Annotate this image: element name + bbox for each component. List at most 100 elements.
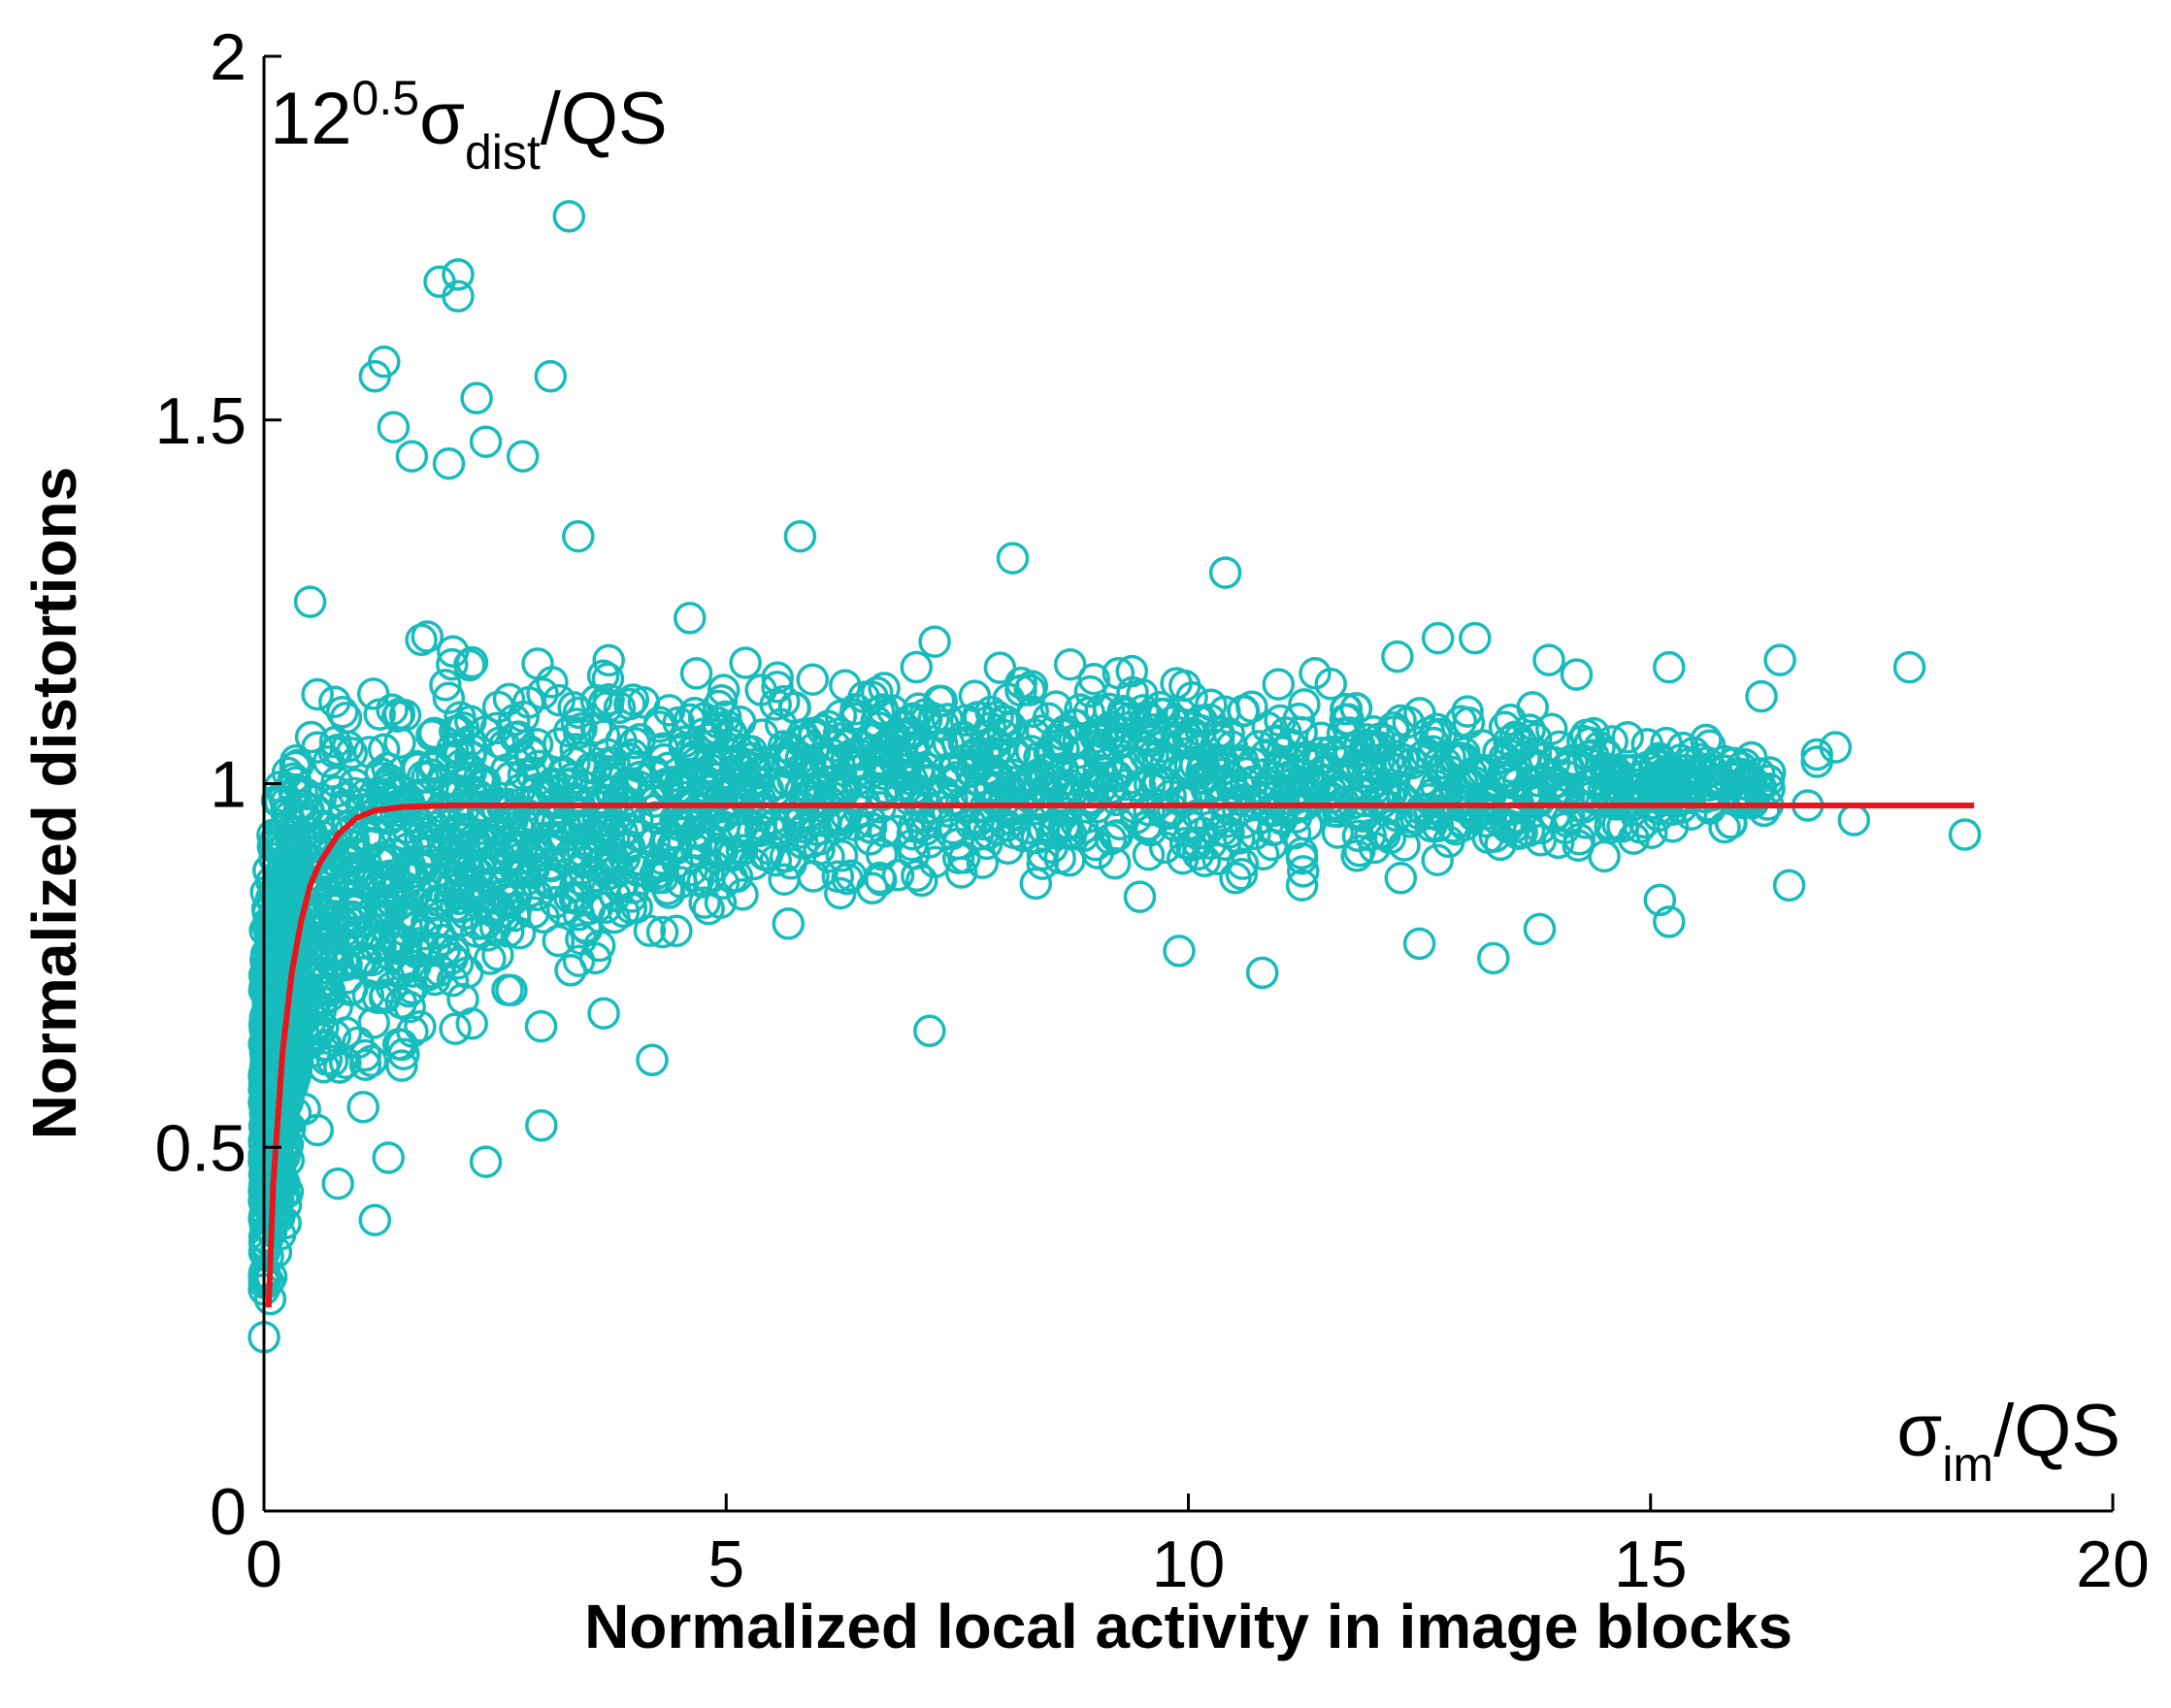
scatter-point (380, 700, 414, 733)
scatter-point (1551, 782, 1585, 815)
scatter-point (415, 718, 448, 752)
scatter-point (277, 762, 311, 796)
scatter-point (1524, 824, 1558, 857)
scatter-point (860, 675, 894, 709)
scatter-point (866, 778, 899, 812)
scatter-point (912, 826, 946, 859)
scatter-point (470, 907, 503, 940)
scatter-point (575, 751, 608, 785)
scatter-point (1588, 839, 1621, 873)
scatter-point (312, 877, 345, 911)
scatter-point (1448, 737, 1481, 770)
scatter-point (442, 279, 475, 313)
y-tick-label: 2 (210, 20, 247, 94)
scatter-point (349, 777, 382, 810)
scatter-point (404, 1010, 437, 1043)
scatter-point (797, 716, 831, 749)
scatter-point (996, 542, 1030, 575)
scatter-point (429, 669, 462, 702)
scatter-point (542, 924, 576, 958)
scatter-point (1165, 697, 1198, 730)
scatter-point (325, 696, 359, 729)
scatter-point (280, 744, 312, 777)
scatter-point (1499, 732, 1533, 765)
scatter-point (1288, 758, 1321, 792)
scatter-point (279, 1015, 312, 1048)
scatter-point (638, 826, 672, 859)
scatter-point (268, 780, 301, 813)
scatter-point (492, 682, 526, 716)
scatter-point (393, 990, 426, 1024)
scatter-point (703, 838, 737, 870)
scatter-point (795, 826, 829, 859)
scatter-point (581, 847, 615, 881)
scatter-point (881, 859, 915, 892)
scatter-point (1381, 640, 1414, 673)
scatter-point (460, 915, 493, 948)
scatter-point (557, 691, 590, 724)
scatter-point (318, 725, 352, 759)
scatter-point (1129, 739, 1162, 772)
scatter-point (1266, 736, 1299, 769)
scatter-point (623, 723, 657, 756)
scatter-point (543, 683, 576, 717)
scatter-point (436, 647, 469, 681)
scatter-point (400, 749, 434, 783)
scatter-point (356, 677, 390, 710)
scatter-point (601, 852, 634, 886)
x-corner-sigma: σ (1896, 1390, 1942, 1472)
scatter-point (1287, 855, 1320, 888)
scatter-point (1560, 658, 1594, 691)
scatter-point (1208, 556, 1242, 589)
scatter-point (1653, 650, 1686, 684)
scatter-point (455, 1007, 488, 1040)
y-corner-sub: dist (465, 125, 541, 180)
scatter-point (1067, 812, 1100, 845)
scatter-point (931, 703, 964, 736)
scatter-point (762, 767, 795, 800)
y-tick-label: 1 (210, 748, 247, 822)
scatter-point (373, 876, 406, 910)
scatter-point (1163, 935, 1196, 968)
scatter-point (312, 974, 346, 1007)
scatter-point (442, 258, 475, 291)
scatter-point (1490, 760, 1523, 793)
scatter-point (562, 519, 595, 553)
scatter-point (525, 1109, 558, 1142)
scatter-point (645, 915, 679, 949)
scatter-point (258, 1074, 292, 1108)
scatter-point (1948, 818, 1982, 851)
scatter-point (468, 715, 502, 748)
scatter-point (1684, 742, 1717, 776)
y-corner-sigma: σ (419, 78, 465, 160)
scatter-point (1141, 763, 1175, 797)
scatter-point (908, 698, 941, 731)
scatter-point (405, 623, 438, 657)
scatter-point (603, 691, 637, 725)
scatter-point (839, 692, 872, 726)
scatter-point (378, 923, 411, 956)
scatter-point (772, 907, 806, 940)
scatter-point (679, 733, 712, 766)
scatter-point (469, 1145, 503, 1178)
scatter-point (611, 741, 645, 775)
scatter-point (901, 859, 934, 893)
scatter-point (354, 1044, 388, 1078)
scatter-point (692, 779, 725, 813)
y-tick-label: 0 (210, 1475, 247, 1549)
scatter-point (905, 864, 938, 898)
scatter-point (333, 828, 367, 861)
scatter-point (726, 878, 759, 911)
scatter-point (372, 1141, 405, 1174)
scatter-point (1262, 668, 1296, 701)
scatter-point (1123, 880, 1157, 913)
scatter-point (638, 793, 671, 827)
scatter-point (1285, 837, 1319, 870)
scatter-point (411, 761, 444, 794)
scatter-point (280, 837, 312, 870)
scatter-point (1415, 777, 1449, 811)
scatter-point (345, 927, 379, 960)
scatter-point (991, 832, 1025, 866)
scatter-point (966, 846, 1000, 879)
scatter-point (896, 763, 929, 797)
